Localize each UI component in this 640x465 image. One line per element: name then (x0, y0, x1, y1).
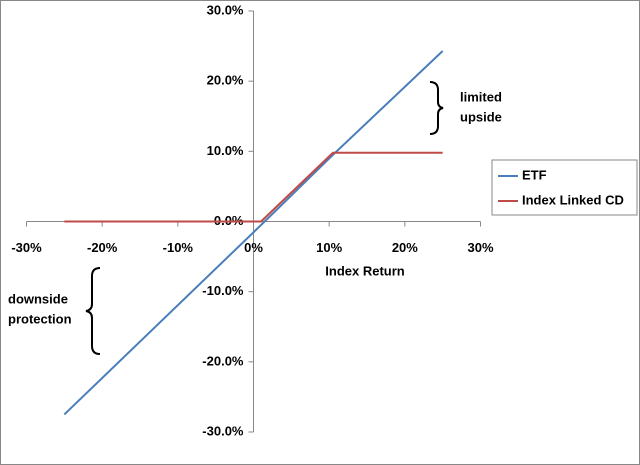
annotation: protection (8, 311, 72, 326)
annotation: downside (8, 291, 68, 306)
x-tick-label: 10% (316, 240, 342, 255)
series-line (63, 50, 444, 416)
legend-label: ETF (522, 167, 547, 182)
x-tick-label: -30% (11, 240, 42, 255)
x-tick-label: 20% (392, 240, 418, 255)
legend-box (491, 159, 638, 216)
y-tick-label: -10.0% (202, 283, 244, 298)
y-tick-label: 30.0% (207, 2, 244, 17)
y-tick-label: 10.0% (207, 143, 244, 158)
legend-label: Index Linked CD (522, 192, 624, 207)
upside-brace (429, 81, 444, 135)
x-axis-title: Index Return (325, 263, 405, 278)
series-line (64, 151, 443, 223)
x-tick-label: 30% (467, 240, 493, 255)
downside-brace (85, 267, 101, 355)
y-tick-label: 0.0% (214, 213, 244, 228)
x-tick-label: -10% (163, 240, 194, 255)
x-tick-label: -20% (87, 240, 118, 255)
y-tick-label: 20.0% (207, 73, 244, 88)
annotation: limited (460, 89, 502, 104)
x-tick-label: 0% (244, 240, 263, 255)
y-tick-label: -20.0% (202, 353, 244, 368)
y-tick-label: -30.0% (202, 423, 244, 438)
annotation: upside (460, 109, 502, 124)
